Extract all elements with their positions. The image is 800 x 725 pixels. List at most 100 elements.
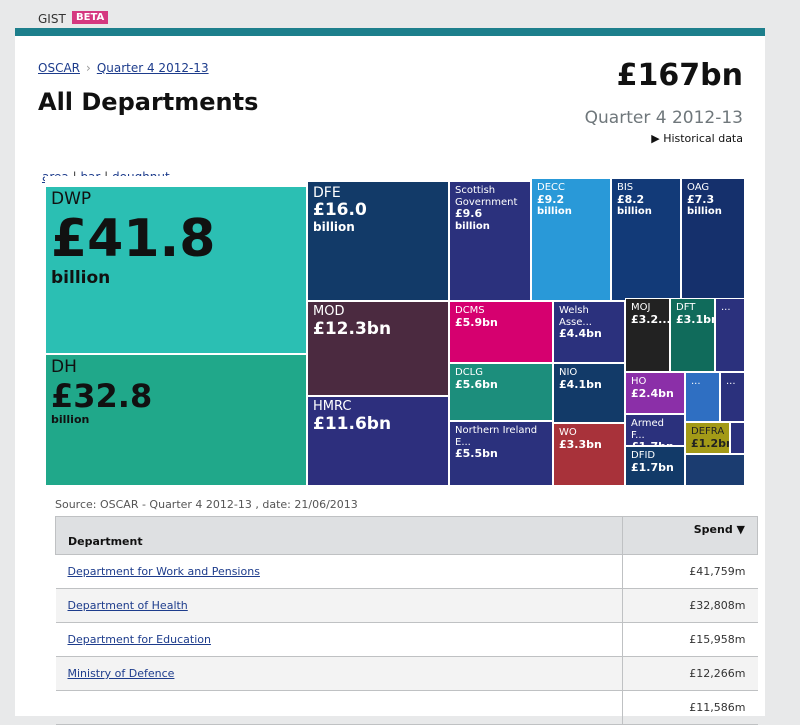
tile-value: £12.3bn bbox=[313, 318, 392, 339]
table-row: Department of Health £32,808m bbox=[55, 588, 758, 623]
table-row: Ministry of Defence £12,266m bbox=[55, 656, 758, 691]
beta-badge: BETA bbox=[72, 11, 109, 24]
tile-value: £5.5bn bbox=[455, 447, 498, 460]
tile-value: £9.6 bbox=[455, 207, 483, 220]
tile-unit: billion bbox=[617, 206, 652, 218]
tile-label: DEFRA bbox=[691, 426, 725, 437]
treemap-filler bbox=[685, 454, 745, 486]
tile-label: Northern Ireland E... bbox=[455, 425, 538, 448]
tile-value: £5.6bn bbox=[455, 377, 498, 391]
department-cell: Department for Education bbox=[55, 622, 623, 657]
tile-label: DCMS bbox=[455, 305, 485, 316]
treemap: DWP £41.8 billion DH £32.8 billion DFE £16.0 bil… bbox=[45, 176, 745, 486]
tile-unit: billion bbox=[51, 268, 111, 289]
tile-label: HMRC bbox=[313, 399, 352, 414]
tile-value: £7.3 bbox=[687, 192, 715, 206]
treemap-filler bbox=[730, 422, 745, 454]
breadcrumb-link[interactable]: Quarter 4 2012-13 bbox=[96, 61, 209, 75]
spend-cell: £32,808m bbox=[622, 588, 758, 623]
treemap-tile[interactable]: WO £3.3bn bbox=[553, 423, 625, 486]
tile-label: Armed F... bbox=[631, 418, 665, 441]
tile-label: DECC bbox=[537, 182, 565, 193]
tile-value: £3.2... bbox=[631, 312, 670, 326]
tile-unit: billion bbox=[687, 206, 722, 218]
tile-value: £1.7bn bbox=[631, 460, 674, 474]
department-link[interactable]: Ministry of Defence bbox=[67, 667, 175, 680]
department-cell: Department for Work and Pensions bbox=[55, 554, 623, 589]
treemap-tile[interactable]: DH £32.8 billion bbox=[45, 354, 307, 486]
spend-cell: £12,266m bbox=[622, 656, 758, 691]
tile-label: DFID bbox=[631, 450, 656, 461]
tile-label: DH bbox=[51, 357, 77, 377]
column-header[interactable]: Spend ▼ bbox=[622, 516, 758, 555]
treemap-tile[interactable]: Welsh Asse... £4.4bn bbox=[553, 301, 625, 363]
department-link[interactable]: Department of Health bbox=[67, 599, 188, 612]
tile-unit: billion bbox=[313, 219, 355, 234]
tile-label: DCLG bbox=[455, 367, 484, 378]
page: GIST BETA OSCAR › Quarter 4 2012-13 All De… bbox=[15, 11, 765, 725]
treemap-tile[interactable]: DCMS £5.9bn bbox=[449, 301, 553, 363]
tile-value: £4.4bn bbox=[559, 327, 602, 340]
treemap-tile[interactable]: DFE £16.0 billion bbox=[307, 181, 449, 301]
tile-unit: billion bbox=[455, 220, 490, 232]
treemap-tile[interactable]: ... bbox=[715, 298, 745, 372]
treemap-tile[interactable]: MOD £12.3bn bbox=[307, 301, 449, 396]
treemap-tile[interactable]: Northern Ireland E... £5.5bn bbox=[449, 421, 553, 486]
tile-value: £5.9bn bbox=[455, 315, 498, 329]
tile-label: DWP bbox=[51, 189, 92, 209]
treemap-tile[interactable]: DEFRA £1.2bn bbox=[685, 422, 730, 454]
treemap-tile[interactable]: ... bbox=[685, 372, 720, 422]
tile-label: WO bbox=[559, 427, 577, 438]
treemap-tile[interactable]: Armed F...£1.7bn bbox=[625, 414, 685, 446]
treemap-tile[interactable]: DFT £3.1bn bbox=[670, 298, 715, 372]
department-link[interactable]: Department for Education bbox=[67, 633, 211, 646]
treemap-tile[interactable]: HO £2.4bn bbox=[625, 372, 685, 414]
tile-label: ... bbox=[726, 376, 736, 387]
tile-label: DFT bbox=[676, 302, 696, 313]
content-card: OSCAR › Quarter 4 2012-13 All Departments … bbox=[15, 28, 765, 725]
tile-value: £11.6bn bbox=[313, 413, 392, 434]
total-spend: £167bn bbox=[616, 58, 743, 93]
treemap-tile[interactable]: DFID £1.7bn bbox=[625, 446, 685, 486]
table-row: Department for Education £15,958m bbox=[55, 622, 758, 657]
spend-table: Department Spend ▼ Department for Work a… bbox=[55, 516, 758, 725]
treemap-tile[interactable]: HMRC £11.6bn bbox=[307, 396, 449, 486]
tile-value: £16.0 bbox=[313, 200, 367, 221]
tile-label: Welsh Asse... bbox=[559, 305, 592, 328]
source-note: Source: OSCAR - Quarter 4 2012-13 , date… bbox=[55, 498, 358, 511]
tile-label: MOD bbox=[313, 304, 345, 319]
treemap-tile[interactable]: BIS £8.2 billion bbox=[611, 178, 681, 301]
department-cell: Department of Health bbox=[55, 588, 623, 623]
treemap-tile[interactable]: ... bbox=[720, 372, 745, 422]
treemap-tile[interactable]: DECC £9.2 billion bbox=[531, 178, 611, 301]
tile-label: HO bbox=[631, 376, 647, 387]
tile-label: NIO bbox=[559, 367, 578, 378]
tile-label: BIS bbox=[617, 182, 634, 193]
treemap-tile[interactable]: NIO £4.1bn bbox=[553, 363, 625, 423]
treemap-tile[interactable]: DWP £41.8 billion bbox=[45, 186, 307, 354]
tile-value: £2.4bn bbox=[631, 386, 674, 400]
page-title: All Departments bbox=[38, 88, 259, 116]
treemap-tile[interactable]: DCLG £5.6bn bbox=[449, 363, 553, 421]
column-header[interactable]: Department bbox=[55, 516, 623, 555]
treemap-tile[interactable]: Scottish Government £9.6 billion bbox=[449, 181, 531, 301]
historical-label[interactable]: Historical data bbox=[663, 132, 743, 145]
tile-value: £9.2 bbox=[537, 192, 565, 206]
tile-unit: billion bbox=[537, 206, 572, 218]
tile-value: £1.7bn bbox=[631, 440, 679, 445]
period: Quarter 4 2012-13 bbox=[584, 108, 743, 128]
treemap-tile[interactable]: OAG £7.3 billion bbox=[681, 178, 745, 301]
breadcrumb-link[interactable]: OSCAR bbox=[38, 61, 80, 75]
tile-value: £41.8 bbox=[51, 208, 216, 269]
department-link[interactable]: Department for Work and Pensions bbox=[67, 565, 260, 578]
treemap-tile[interactable]: MOJ £3.2... bbox=[625, 298, 670, 372]
historical-toggle[interactable]: ▶ Historical data bbox=[651, 132, 743, 145]
tile-value: £3.1bn bbox=[676, 312, 715, 326]
tile-label: ... bbox=[691, 376, 701, 387]
tile-value: £1.2bn bbox=[691, 436, 730, 450]
tile-label: Scottish Government bbox=[455, 185, 518, 208]
tile-value: £32.8 bbox=[51, 376, 153, 415]
site-name: GIST bbox=[38, 12, 66, 26]
tile-value: £4.1bn bbox=[559, 377, 602, 391]
breadcrumb: OSCAR › Quarter 4 2012-13 bbox=[38, 61, 209, 75]
